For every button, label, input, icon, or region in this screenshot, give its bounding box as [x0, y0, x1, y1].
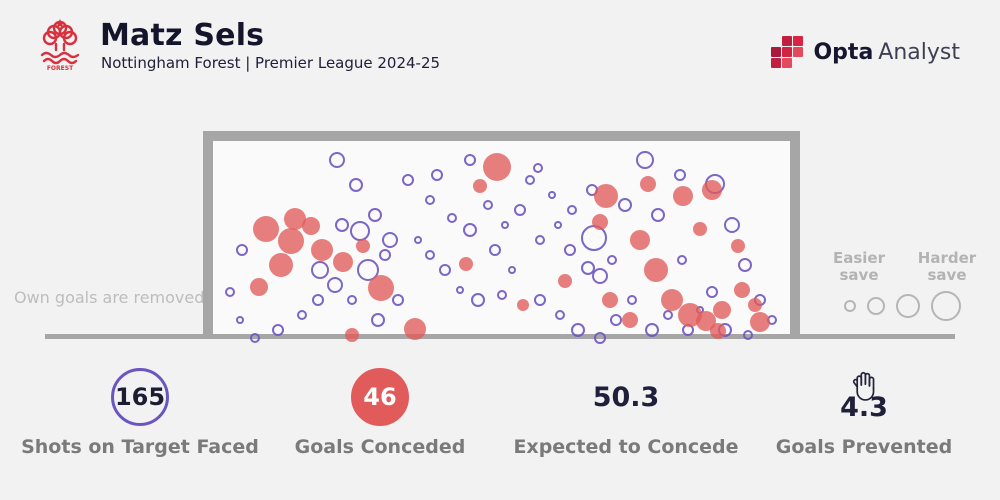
nottingham-forest-crest: FOREST	[40, 19, 80, 72]
page-subtitle: Nottingham Forest | Premier League 2024-…	[101, 54, 441, 72]
stat-goals-prevented: 4.3 Goals Prevented	[756, 368, 972, 458]
goals-conceded-value: 46	[363, 383, 397, 411]
stat-expected-to-concede: 50.3 Expected to Concede	[512, 368, 740, 459]
svg-text:FOREST: FOREST	[47, 65, 74, 72]
opta-wordmark-bold: Opta	[813, 39, 874, 65]
expected-to-concede-label: Expected to Concede	[513, 436, 739, 458]
stat-shots-on-target-faced: 165 Shots on Target Faced	[20, 368, 260, 458]
goal-crossbar	[203, 131, 800, 141]
goals-conceded-badge: 46	[351, 368, 409, 426]
shots-faced-badge: 165	[111, 368, 169, 426]
goal-line	[45, 334, 955, 339]
goal-post-right	[790, 131, 800, 339]
shots-faced-label: Shots on Target Faced	[21, 436, 259, 458]
goal-post-left	[203, 131, 213, 339]
opta-wordmark-light: Analyst	[878, 39, 960, 65]
shots-faced-value: 165	[114, 383, 166, 411]
legend-harder-save-label: Harder save	[917, 249, 977, 285]
opta-cube-icon	[771, 36, 804, 68]
own-goals-note: Own goals are removed	[14, 288, 205, 307]
goals-prevented-label: Goals Prevented	[775, 436, 953, 458]
goalkeeper-glove-icon	[852, 371, 875, 401]
page-title: Matz Sels	[100, 18, 265, 53]
goals-prevented-value: 4.3	[840, 392, 888, 423]
legend-easier-save-label: Easier save	[832, 249, 885, 285]
goals-conceded-label: Goals Conceded	[294, 436, 466, 458]
goals-prevented-badge: 4.3	[840, 368, 888, 426]
stat-goals-conceded: 46 Goals Conceded	[280, 368, 480, 458]
opta-wordmark: Opta Analyst	[813, 40, 960, 65]
goal-mouth-area	[213, 141, 790, 334]
opta-analyst-logo: Opta Analyst	[771, 36, 960, 68]
expected-to-concede-value: 50.3	[592, 381, 660, 413]
